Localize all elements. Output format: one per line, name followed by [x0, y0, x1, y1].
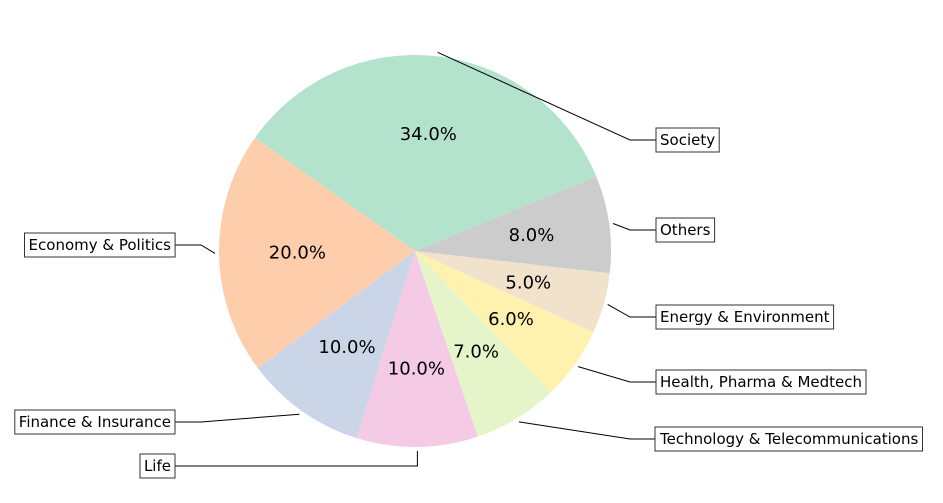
- pct-label-energy-and-environment: 5.0%: [505, 272, 551, 293]
- label-economy-and-politics: Economy & Politics: [24, 232, 176, 258]
- leader-line-health-pharma-and-medtech: [578, 366, 656, 383]
- leader-line-life: [175, 451, 418, 467]
- percentage-labels: 34.0% 20.0% 10.0% 10.0% 7.0% 6.0% 5.0% 8.0%: [269, 124, 555, 379]
- pct-label-life: 10.0%: [388, 359, 445, 380]
- label-society: Society: [655, 127, 720, 153]
- slice-society: [255, 55, 597, 252]
- pct-label-health-pharma-and-medtech: 6.0%: [488, 309, 534, 330]
- slice-finance-and-insurance: [257, 251, 415, 439]
- slice-life: [356, 251, 478, 447]
- label-text-society: Society: [660, 131, 715, 149]
- leader-line-economy-and-politics: [175, 244, 216, 254]
- label-text-technology-and-telecommunications: Technology & Telecommunications: [659, 430, 918, 448]
- label-box-technology-and-telecommunications: [654, 426, 923, 452]
- label-text-finance-and-insurance: Finance & Insurance: [19, 413, 171, 431]
- slice-energy-and-environment: [415, 251, 610, 333]
- label-text-energy-and-environment: Energy & Environment: [660, 308, 830, 326]
- label-box-energy-and-environment: [655, 304, 835, 330]
- label-energy-and-environment: Energy & Environment: [655, 304, 835, 330]
- leader-line-finance-and-insurance: [175, 413, 300, 423]
- label-text-life: Life: [144, 457, 171, 475]
- leader-line-technology-and-telecommunications: [518, 421, 656, 440]
- label-text-health-pharma-and-medtech: Health, Pharma & Medtech: [660, 373, 862, 391]
- leader-line-energy-and-environment: [607, 303, 656, 318]
- label-life: Life: [139, 453, 176, 479]
- label-text-economy-and-politics: Economy & Politics: [29, 236, 172, 254]
- label-box-life: [139, 453, 176, 479]
- category-labels: Society Economy & Politics Finance & Insur…: [14, 51, 923, 479]
- pct-label-society: 34.0%: [400, 124, 457, 145]
- label-box-society: [655, 127, 720, 153]
- slice-others: [415, 176, 611, 274]
- slice-economy-and-politics: [219, 137, 415, 369]
- label-technology-and-telecommunications: Technology & Telecommunications: [654, 426, 923, 452]
- pct-label-finance-and-insurance: 10.0%: [318, 337, 375, 358]
- label-box-finance-and-insurance: [14, 409, 176, 435]
- label-text-others: Others: [660, 221, 711, 239]
- pct-label-others: 8.0%: [509, 225, 555, 246]
- label-box-others: [655, 217, 716, 243]
- slice-technology-and-telecommunications: [415, 251, 551, 437]
- pct-label-technology-and-telecommunications: 7.0%: [453, 342, 499, 363]
- label-finance-and-insurance: Finance & Insurance: [14, 409, 176, 435]
- label-box-health-pharma-and-medtech: [655, 369, 867, 395]
- pie-slices: [219, 55, 611, 447]
- slice-health-pharma-and-medtech: [415, 251, 594, 393]
- label-others: Others: [655, 217, 716, 243]
- label-health-pharma-and-medtech: Health, Pharma & Medtech: [655, 369, 867, 395]
- leader-line-others: [612, 223, 656, 231]
- leader-line-society: [437, 51, 656, 141]
- label-box-economy-and-politics: [24, 232, 176, 258]
- pct-label-economy-and-politics: 20.0%: [269, 242, 326, 263]
